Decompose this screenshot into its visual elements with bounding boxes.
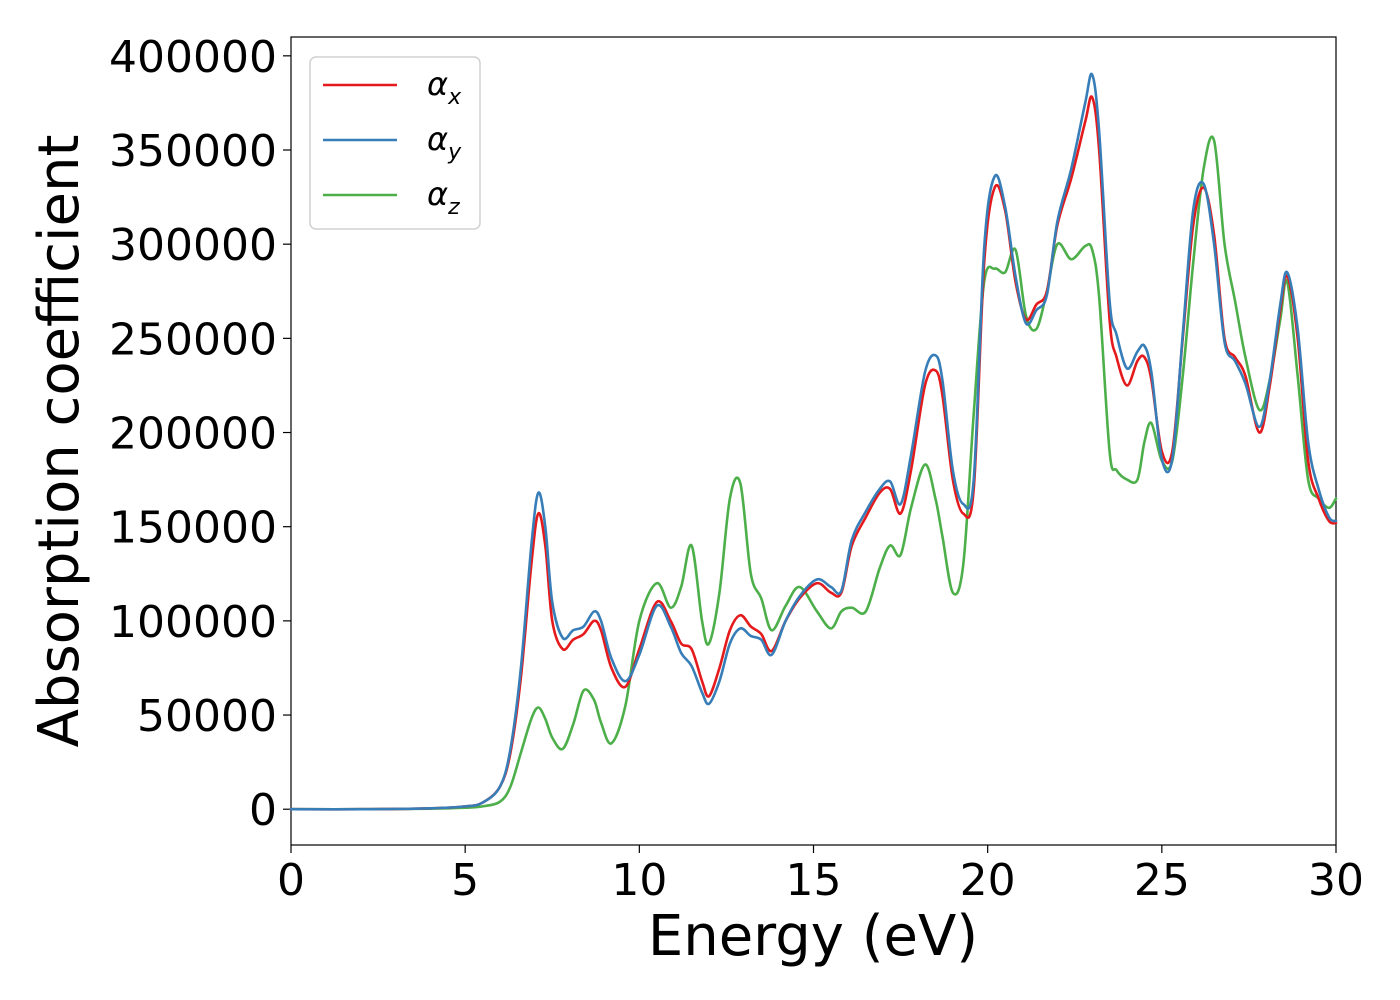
series-line-z [289, 135, 1338, 811]
series-line-y [289, 72, 1338, 811]
y-axis-label: Absorption coefficient [27, 135, 92, 748]
x-tick-label: 0 [277, 855, 305, 906]
y-tick-label: 50000 [137, 691, 277, 742]
x-tick-label: 15 [786, 855, 842, 906]
y-axis: 0 50000 100000 150000 200000 250000 300000 3500… [109, 32, 291, 836]
legend-label-subscript: z [447, 195, 460, 220]
y-tick-label: 150000 [109, 503, 277, 554]
y-tick-label: 0 [249, 785, 277, 836]
x-axis-label: Energy (eV) [648, 904, 978, 969]
y-tick-label: 300000 [109, 220, 277, 271]
x-tick-label: 20 [960, 855, 1016, 906]
y-tick-label: 350000 [109, 126, 277, 177]
legend-label-y: αy [427, 120, 462, 165]
y-tick-label: 200000 [109, 409, 277, 460]
x-tick-label: 25 [1134, 855, 1190, 906]
y-tick-label: 250000 [109, 314, 277, 365]
x-tick-label: 10 [611, 855, 667, 906]
legend-label-z: αz [427, 175, 460, 220]
legend-box [309, 56, 481, 230]
x-tick-label: 30 [1308, 855, 1364, 906]
legend-label-symbol: α [427, 120, 448, 158]
series-lines [289, 72, 1338, 811]
legend-label-subscript: y [447, 140, 462, 165]
x-tick-label: 5 [451, 855, 479, 906]
legend-label-symbol: α [427, 65, 448, 103]
legend-label-x: αx [427, 65, 462, 110]
x-axis: 0 5 10 15 20 25 30 [277, 845, 1364, 906]
y-tick-label: 100000 [109, 597, 277, 648]
series-line-x [289, 95, 1338, 811]
legend-label-subscript: x [447, 85, 462, 110]
y-tick-label: 400000 [109, 32, 277, 83]
legend-label-symbol: α [427, 175, 448, 213]
